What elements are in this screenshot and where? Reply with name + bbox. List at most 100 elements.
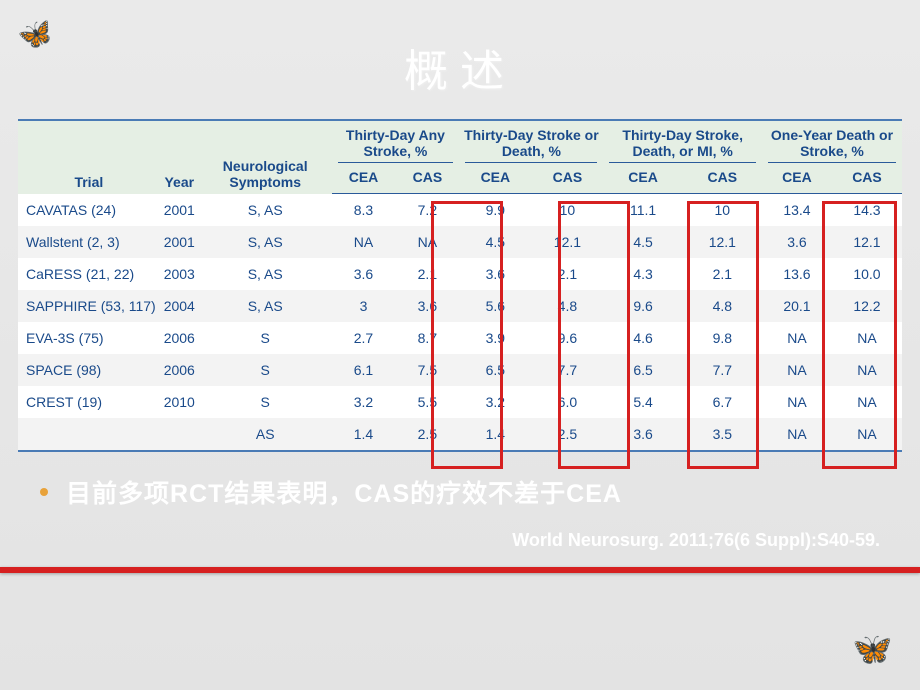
col-cea-4: CEA — [762, 163, 832, 194]
cell-neuro: S, AS — [199, 194, 332, 227]
cell-value: 12.2 — [832, 290, 902, 322]
cell-value: NA — [762, 386, 832, 418]
cell-value: 7.5 — [395, 354, 459, 386]
col-cea-2: CEA — [459, 163, 531, 194]
cell-value: 12.1 — [531, 226, 603, 258]
table-row: CREST (19)2010S3.25.53.26.05.46.7NANA — [18, 386, 902, 418]
trials-table: Trial Year Neurological Symptoms Thirty-… — [18, 121, 902, 452]
data-table-container: Trial Year Neurological Symptoms Thirty-… — [18, 119, 902, 452]
cell-neuro: S — [199, 322, 332, 354]
cell-value: 7.7 — [531, 354, 603, 386]
table-body: CAVATAS (24)2001S, AS8.37.29.91011.11013… — [18, 194, 902, 452]
butterfly-icon: 🦋 — [851, 628, 894, 669]
cell-value: 3.9 — [459, 322, 531, 354]
cell-trial: SAPPHIRE (53, 117) — [18, 290, 160, 322]
trial-ref: (21, 22) — [86, 266, 134, 282]
cell-year: 2006 — [160, 354, 199, 386]
cell-year: 2001 — [160, 226, 199, 258]
slide-title: 概述 — [0, 0, 920, 99]
cell-value: 3.6 — [603, 418, 682, 451]
cell-value: 4.8 — [683, 290, 762, 322]
cell-value: NA — [762, 322, 832, 354]
cell-value: 5.4 — [603, 386, 682, 418]
cell-value: NA — [832, 386, 902, 418]
cell-trial: CREST (19) — [18, 386, 160, 418]
cell-value: 9.8 — [683, 322, 762, 354]
bullet-text: 目前多项RCT结果表明，CAS的疗效不差于CEA — [66, 474, 622, 510]
table-row: CaRESS (21, 22)2003S, AS3.62.13.62.14.32… — [18, 258, 902, 290]
cell-value: 12.1 — [683, 226, 762, 258]
cell-value: 2.1 — [395, 258, 459, 290]
cell-value: NA — [395, 226, 459, 258]
table-row: EVA-3S (75)2006S2.78.73.99.64.69.8NANA — [18, 322, 902, 354]
cell-value: 3.6 — [332, 258, 396, 290]
cell-neuro: S — [199, 354, 332, 386]
cell-value: 10 — [683, 194, 762, 227]
cell-value: 4.3 — [603, 258, 682, 290]
trial-ref: (24) — [91, 202, 116, 218]
table-row: SAPPHIRE (53, 117)2004S, AS33.65.64.89.6… — [18, 290, 902, 322]
cell-value: 12.1 — [832, 226, 902, 258]
col-cas-2: CAS — [531, 163, 603, 194]
cell-value: 6.5 — [603, 354, 682, 386]
col-group-4: One-Year Death or Stroke, % — [762, 121, 902, 163]
col-group-1: Thirty-Day Any Stroke, % — [332, 121, 460, 163]
table-row: AS1.42.51.42.53.63.5NANA — [18, 418, 902, 451]
cell-value: 3.6 — [459, 258, 531, 290]
cell-value: 9.9 — [459, 194, 531, 227]
bullet-icon — [40, 488, 48, 496]
cell-neuro: S, AS — [199, 258, 332, 290]
cell-value: NA — [332, 226, 396, 258]
cell-value: 4.5 — [459, 226, 531, 258]
cell-trial: EVA-3S (75) — [18, 322, 160, 354]
cell-value: 9.6 — [531, 322, 603, 354]
cell-year: 2003 — [160, 258, 199, 290]
cell-value: 6.7 — [683, 386, 762, 418]
cell-neuro: S, AS — [199, 226, 332, 258]
cell-value: 6.5 — [459, 354, 531, 386]
cell-value: 1.4 — [332, 418, 396, 451]
trial-ref: (19) — [77, 394, 102, 410]
col-year: Year — [160, 121, 199, 194]
trial-ref: (2, 3) — [87, 234, 120, 250]
cell-value: 20.1 — [762, 290, 832, 322]
col-cas-4: CAS — [832, 163, 902, 194]
cell-value: 3.2 — [332, 386, 396, 418]
cell-value: 6.0 — [531, 386, 603, 418]
trial-ref: (75) — [79, 330, 104, 346]
cell-value: 2.7 — [332, 322, 396, 354]
cell-value: 7.7 — [683, 354, 762, 386]
cell-value: 2.1 — [683, 258, 762, 290]
cell-value: 11.1 — [603, 194, 682, 227]
cell-value: 4.5 — [603, 226, 682, 258]
cell-value: 3.6 — [762, 226, 832, 258]
col-cas-1: CAS — [395, 163, 459, 194]
cell-value: 8.7 — [395, 322, 459, 354]
cell-value: NA — [762, 354, 832, 386]
cell-year — [160, 418, 199, 451]
table-row: Wallstent (2, 3)2001S, ASNANA4.512.14.51… — [18, 226, 902, 258]
table-row: SPACE (98)2006S6.17.56.57.76.57.7NANA — [18, 354, 902, 386]
cell-value: NA — [832, 418, 902, 451]
cell-value: 3 — [332, 290, 396, 322]
cell-trial: Wallstent (2, 3) — [18, 226, 160, 258]
divider-bar — [0, 567, 920, 573]
cell-value: 2.5 — [395, 418, 459, 451]
trial-ref: (98) — [76, 362, 101, 378]
cell-neuro: S, AS — [199, 290, 332, 322]
cell-value: 4.8 — [531, 290, 603, 322]
cell-trial — [18, 418, 160, 451]
cell-value: NA — [832, 354, 902, 386]
cell-value: NA — [762, 418, 832, 451]
table-row: CAVATAS (24)2001S, AS8.37.29.91011.11013… — [18, 194, 902, 227]
cell-value: 9.6 — [603, 290, 682, 322]
cell-value: 10.0 — [832, 258, 902, 290]
cell-value: 10 — [531, 194, 603, 227]
cell-value: 2.5 — [531, 418, 603, 451]
col-cas-3: CAS — [683, 163, 762, 194]
cell-value: 13.4 — [762, 194, 832, 227]
citation-text: World Neurosurg. 2011;76(6 Suppl):S40-59… — [0, 530, 880, 551]
cell-trial: CAVATAS (24) — [18, 194, 160, 227]
cell-value: 1.4 — [459, 418, 531, 451]
cell-value: 3.5 — [683, 418, 762, 451]
